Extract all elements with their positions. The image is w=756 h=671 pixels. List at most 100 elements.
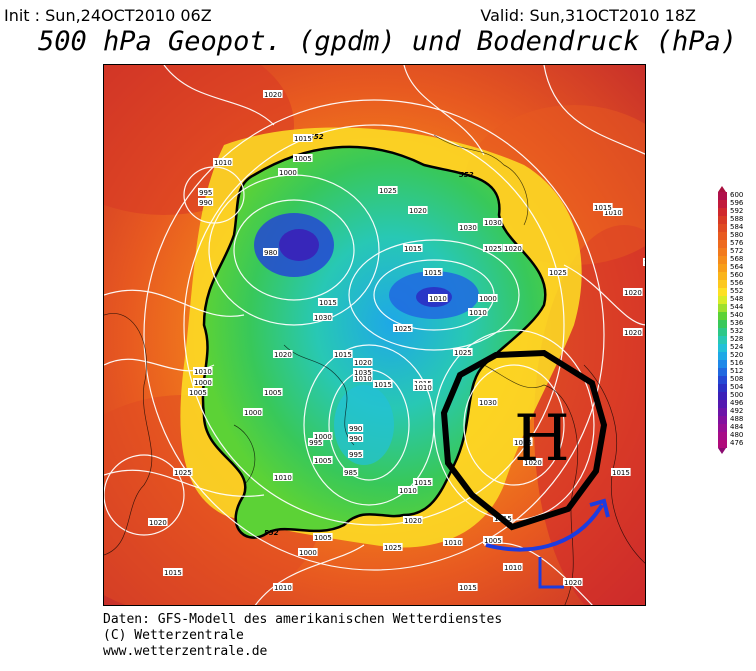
pressure-label: 1000 [194, 379, 212, 387]
legend-label: 500 [730, 391, 744, 399]
legend-level: 512 [718, 367, 756, 376]
legend-level: 528 [718, 335, 756, 344]
pressure-label: 1015 [334, 351, 352, 359]
legend-level: 560 [718, 271, 756, 280]
pressure-label: 1010 [399, 487, 417, 495]
pressure-label-box [313, 533, 333, 541]
legend-swatch [718, 328, 727, 336]
pressure-label: 1015 [424, 269, 442, 277]
legend-level: 536 [718, 319, 756, 328]
legend-label: 564 [730, 263, 744, 271]
pressure-label-box [403, 516, 423, 524]
legend-level: 484 [718, 423, 756, 432]
pressure-label: 1005 [264, 389, 282, 397]
pressure-label-box [273, 473, 293, 481]
legend-swatch [718, 424, 727, 432]
pressure-label-box [173, 468, 193, 476]
legend-level: 548 [718, 295, 756, 304]
pressure-label-box [563, 578, 583, 586]
legend-swatch [718, 312, 727, 320]
pressure-label: 1025 [484, 245, 502, 253]
pressure-label-box [353, 358, 373, 366]
legend-label: 524 [730, 343, 744, 351]
legend-label: 532 [730, 327, 744, 335]
pressure-label-box [348, 424, 364, 432]
pressure-label: 985 [344, 469, 357, 477]
flow-arrow-head [589, 498, 610, 518]
pressure-label-box [523, 458, 543, 466]
pressure-label: 1020 [409, 207, 427, 215]
pressure-label: 995 [349, 451, 362, 459]
legend-swatch [718, 376, 727, 384]
pressure-label-box [148, 518, 168, 526]
pressure-label-box [383, 543, 403, 551]
legend-swatch [718, 384, 727, 392]
flow-arrow [485, 498, 610, 589]
pressure-label: 1005 [189, 389, 207, 397]
pressure-label-box [273, 350, 293, 358]
pressure-label-box [413, 478, 433, 486]
valid-time-label: Valid: Sun,31OCT2010 18Z [480, 6, 696, 25]
legend-label: 536 [730, 319, 744, 327]
legend-level: 524 [718, 343, 756, 352]
legend-level: 504 [718, 383, 756, 392]
legend-swatch [718, 352, 727, 360]
footer-data-source: Daten: GFS-Modell des amerikanischen Wet… [103, 612, 503, 627]
pressure-label-box [353, 368, 373, 376]
legend-swatch [718, 432, 727, 440]
pressure-label: 1020 [624, 289, 642, 297]
legend-level: 488 [718, 415, 756, 424]
legend-level: 572 [718, 247, 756, 256]
legend-label: 476 [730, 439, 744, 447]
pressure-label: 1010 [274, 474, 292, 482]
legend-level: 532 [718, 327, 756, 336]
pressure-label: 995 [309, 439, 322, 447]
legend-label: 484 [730, 423, 744, 431]
pressure-label: 1020 [404, 517, 422, 525]
legend-swatch [718, 368, 727, 376]
legend-swatch [718, 344, 727, 352]
pressure-label-box [478, 398, 498, 406]
high-symbol: H [514, 402, 570, 476]
legend-label: 596 [730, 199, 744, 207]
legend-swatch [718, 336, 727, 344]
pressure-label-box [603, 208, 623, 216]
pressure-label-box [163, 568, 183, 576]
legend-level: 568 [718, 255, 756, 264]
pressure-label-box [278, 168, 298, 176]
pressure-label-box [378, 186, 398, 194]
pressure-label-box [483, 218, 503, 226]
pressure-label-box [333, 350, 353, 358]
init-time-label: Init : Sun,24OCT2010 06Z [4, 6, 212, 25]
legend-top-cap [718, 186, 726, 192]
legend-level: 576 [718, 239, 756, 248]
pressure-label: 1025 [394, 325, 412, 333]
chart-title: 500 hPa Geopot. (gpdm) und Bodendruck (h… [38, 26, 737, 57]
pressure-label-box [593, 203, 613, 211]
pressure-label-box [623, 288, 643, 296]
pressure-label-box [198, 188, 214, 196]
pressure-label-box [443, 538, 463, 546]
pressure-label-box [428, 294, 448, 302]
footer-website[interactable]: www.wetterzentrale.de [103, 644, 268, 659]
legend-level: 516 [718, 359, 756, 368]
legend-swatch [718, 392, 727, 400]
pressure-label: 1015 [612, 469, 630, 477]
pressure-label-box [188, 388, 208, 396]
legend-swatch [718, 408, 727, 416]
legend-label: 560 [730, 271, 744, 279]
legend-level: 508 [718, 375, 756, 384]
pressure-label-box [423, 268, 443, 276]
pressure-label: 1020 [149, 519, 167, 527]
legend-swatch [718, 224, 727, 232]
legend-swatch [718, 304, 727, 312]
pressure-label: 1000 [244, 409, 262, 417]
pressure-label-box [503, 563, 523, 571]
pressure-label: 1020 [354, 359, 372, 367]
footer-copyright: (C) Wetterzentrale [103, 628, 244, 643]
legend-swatch [718, 264, 727, 272]
legend-level: 592 [718, 207, 756, 216]
pressure-label-box [548, 268, 568, 276]
pressure-label: 990 [349, 425, 362, 433]
